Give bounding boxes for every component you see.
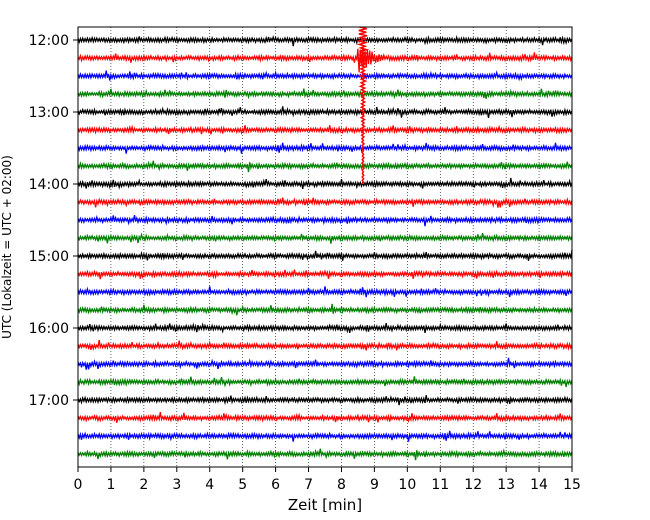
x-tick-label: 0 [74,477,83,493]
seismic-trace [77,34,573,47]
seismic-trace [77,376,573,388]
x-tick-label: 9 [370,477,379,493]
seismic-trace [77,106,573,119]
x-tick-label: 14 [530,477,548,493]
x-axis-label: Zeit [min] [288,496,362,514]
x-tick-label: 5 [238,477,247,493]
seismic-trace [77,214,573,227]
x-tick-label: 12 [464,477,482,493]
seismic-trace [77,249,573,261]
x-tick-label: 15 [563,477,581,493]
seismic-trace [77,448,573,461]
seismic-trace [77,124,573,136]
y-tick-label: 16:00 [29,321,69,337]
x-tick-label: 7 [304,477,313,493]
seismic-traces [77,26,573,461]
x-tick-label: 6 [271,477,280,493]
seismic-trace [77,197,573,208]
seismic-trace [77,268,573,280]
plot-area [78,27,572,467]
seismic-trace [77,70,573,82]
x-tick-label: 10 [398,477,416,493]
x-tick-label: 1 [106,477,115,493]
vertical-grid [110,27,540,467]
seismic-trace [77,286,573,298]
seismic-trace [77,46,573,73]
x-tick-label: 4 [205,477,214,493]
seismic-trace [77,395,573,406]
seismic-trace [77,430,573,442]
seismic-trace [77,411,573,424]
y-tick-label: 13:00 [29,105,69,121]
x-tick-label: 11 [431,477,449,493]
seismic-trace [77,160,573,173]
seismic-trace [77,339,573,352]
seismic-trace [77,232,573,244]
x-tick-label: 13 [497,477,515,493]
x-tick-label: 3 [172,477,181,493]
y-tick-label: 12:00 [29,33,69,49]
seismic-trace [77,177,573,190]
x-axis: 0 1 2 3 4 5 6 7 8 9 10 11 12 13 14 15 [74,467,581,493]
seismic-trace [77,142,573,154]
seismic-trace [77,322,573,334]
y-tick-label: 14:00 [29,177,69,193]
seismic-trace [77,357,573,370]
y-axis: 12:00 13:00 14:00 15:00 16:00 17:00 [29,33,78,409]
seismic-trace [77,303,573,316]
y-tick-label: 17:00 [29,393,69,409]
y-tick-label: 15:00 [29,249,69,265]
plot-frame [77,26,573,468]
seismic-trace [77,88,573,100]
event-trace [356,26,370,185]
x-tick-label: 8 [337,477,346,493]
y-axis-label: UTC (Lokalzeit = UTC + 02:00) [0,155,14,339]
x-tick-label: 2 [139,477,148,493]
